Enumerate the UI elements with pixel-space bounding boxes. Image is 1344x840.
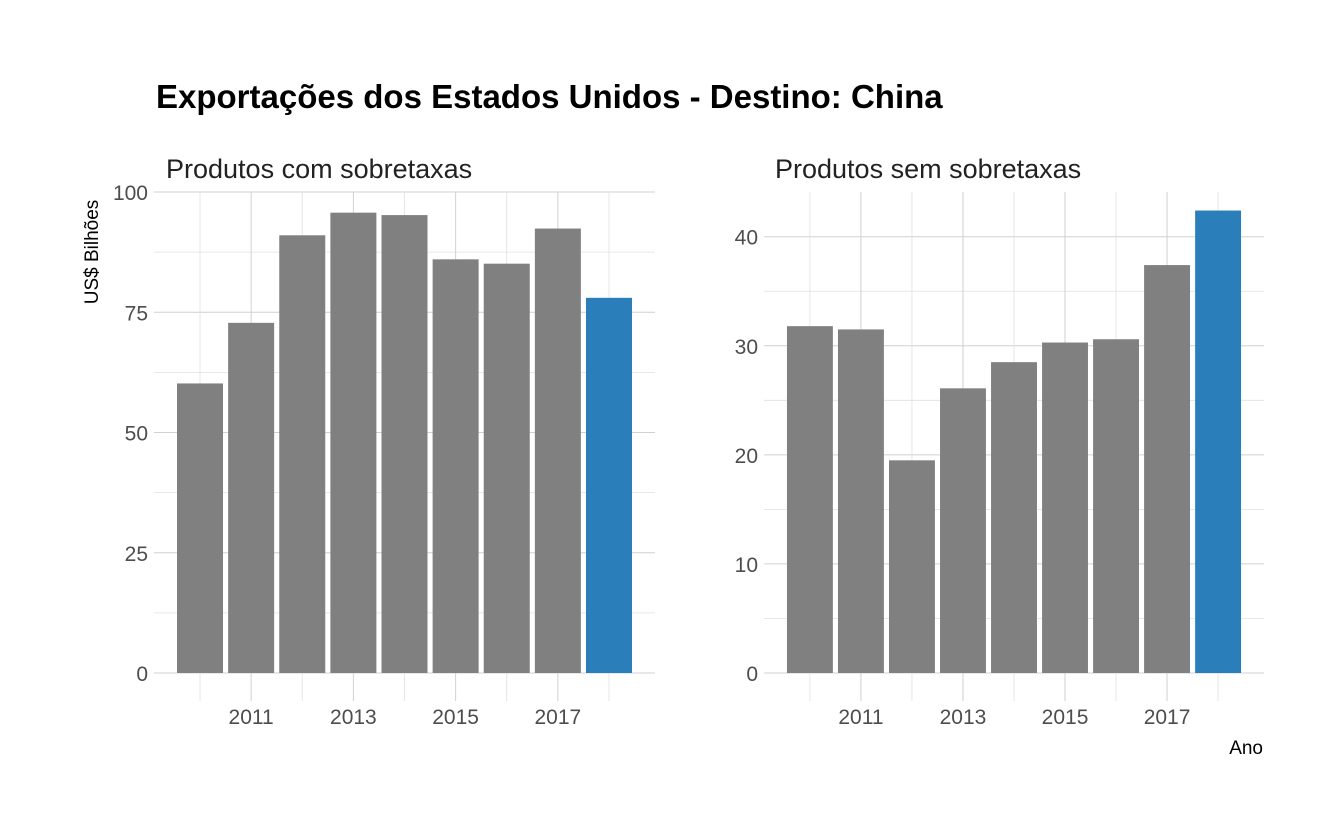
x-tick-label: 2011 (838, 706, 883, 729)
bar-2018 (585, 297, 632, 673)
bar-2012 (279, 235, 326, 674)
bar-2016 (483, 263, 530, 673)
y-tick-label: 20 (735, 445, 758, 468)
panel-produtos-com-sobretaxas: Produtos com sobretaxas US$ Bilhões 0 25 5… (82, 154, 655, 729)
x-tick-label: 2013 (940, 706, 987, 729)
bar-2013 (330, 212, 377, 674)
chart-title: Exportações dos Estados Unidos - Destino… (156, 78, 943, 115)
bar-2018 (1195, 210, 1242, 674)
y-tick-label: 40 (735, 227, 758, 250)
x-tick-label: 2017 (1144, 706, 1191, 729)
bar-2017 (1144, 265, 1191, 673)
bar-2017 (534, 228, 581, 673)
y-tick-label: 100 (113, 182, 148, 205)
bar-2016 (1093, 339, 1139, 673)
x-tick-label: 2015 (432, 706, 479, 729)
panel-produtos-sem-sobretaxas: Produtos sem sobretaxas Ano 0 10 20 30 40 201… (735, 154, 1264, 759)
bar-2015 (432, 259, 479, 673)
y-tick-label: 75 (125, 302, 148, 325)
bar-2010 (177, 383, 224, 673)
bar-2012 (889, 460, 935, 673)
bar-2014 (381, 215, 428, 673)
bar-2015 (1042, 342, 1088, 673)
x-tick-label: 2011 (229, 706, 274, 729)
bar-2010 (786, 326, 833, 673)
panel-subtitle: Produtos com sobretaxas (166, 154, 472, 184)
x-tick-label: 2013 (330, 706, 377, 729)
y-tick-label: 0 (746, 663, 758, 686)
y-tick-label: 30 (735, 336, 758, 359)
y-tick-label: 25 (125, 543, 148, 566)
panel-subtitle: Produtos sem sobretaxas (775, 154, 1081, 184)
x-tick-label: 2017 (535, 706, 582, 729)
x-axis-label: Ano (1229, 738, 1263, 759)
bar-2014 (991, 362, 1037, 673)
y-tick-label: 50 (125, 423, 148, 446)
y-tick-label: 0 (136, 663, 148, 686)
y-axis-label: US$ Bilhões (82, 200, 103, 305)
bar-2011 (837, 329, 884, 673)
y-tick-label: 10 (735, 554, 758, 577)
bar-2013 (940, 388, 986, 673)
bar-2011 (228, 322, 275, 673)
x-tick-label: 2015 (1042, 706, 1089, 729)
